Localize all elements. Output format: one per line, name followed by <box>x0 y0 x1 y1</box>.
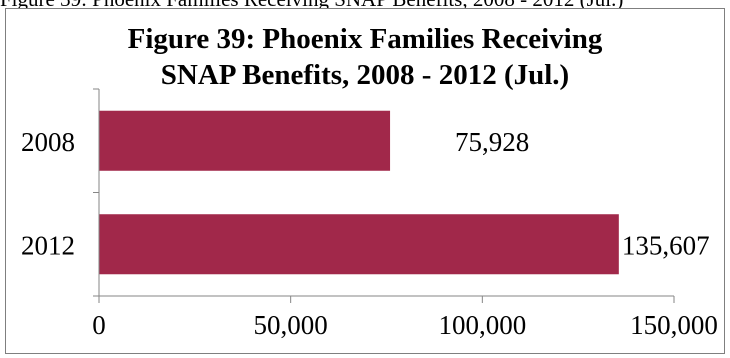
data-label-2008: 75,928 <box>455 127 529 157</box>
chart-title: Figure 39: Phoenix Families Receiving SN… <box>6 21 724 93</box>
data-label-2012: 135,607 <box>622 230 710 260</box>
bar-2008 <box>99 110 391 171</box>
x-tick-label-100000: 100,000 <box>438 310 526 340</box>
x-tick-label-150000: 150,000 <box>630 310 718 340</box>
x-tick-label-0: 0 <box>92 310 106 340</box>
caption-fragment: Figure 39: Phoenix Families Receiving SN… <box>0 0 623 12</box>
category-label-2012: 2012 <box>21 230 75 260</box>
category-label-2008: 2008 <box>21 127 75 157</box>
x-tick-label-50000: 50,000 <box>254 310 328 340</box>
bar-2012 <box>99 214 619 275</box>
chart-title-line-1: Figure 39: Phoenix Families Receiving <box>127 23 603 55</box>
chart-title-line-2: SNAP Benefits, 2008 - 2012 (Jul.) <box>160 59 570 91</box>
